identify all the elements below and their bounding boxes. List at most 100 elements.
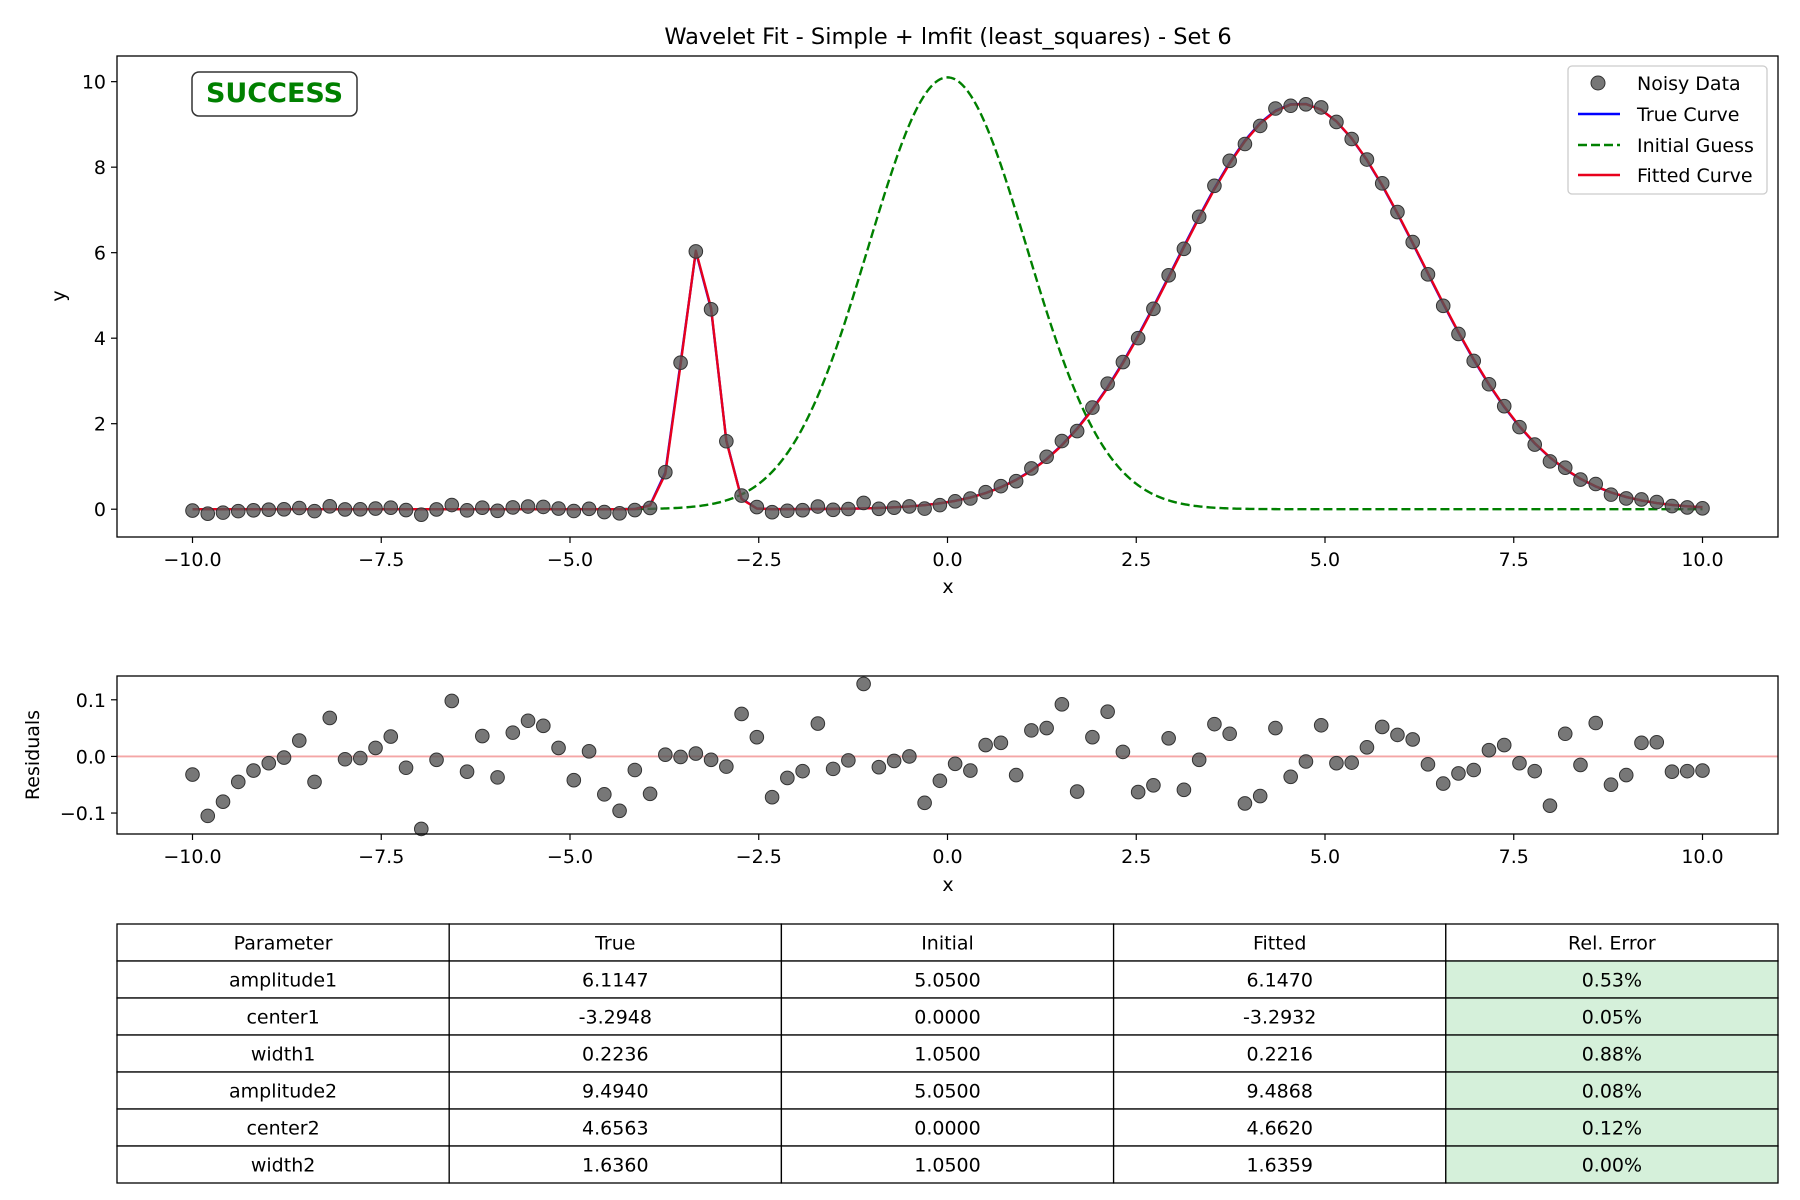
status-badge-text: SUCCESS [206,78,343,109]
table-cell [448,1034,783,1073]
table-cell-text: 0.53% [1582,970,1642,992]
residual-point [1115,744,1131,760]
residual-point [932,773,948,789]
data-point [1679,500,1695,515]
residual-point [398,760,414,776]
residual-point [1481,742,1497,758]
data-point [1573,472,1588,487]
legend-item-true-curve: True Curve [1578,104,1739,126]
table-cell-text: 4.6620 [1246,1118,1312,1140]
data-point [1024,461,1039,476]
data-point [307,503,322,519]
table-row: center2 4.6563 0.0000 4.6620 0.12% [116,1108,1779,1147]
table-cell-text: 0.08% [1582,1081,1642,1103]
data-point [1512,419,1527,435]
data-point [871,501,887,517]
data-point [352,502,368,517]
residual-point [1008,767,1024,783]
data-point [383,500,399,516]
data-point [612,506,627,521]
data-point [185,503,200,518]
residuals-plot: −10.0 −7.5 −5.0 −2.5 0.0 2.5 5.0 7.5 10.0 −0.1 0.… [22,675,1779,896]
residual-point [688,746,704,761]
table-cell-text: 0.88% [1582,1044,1642,1066]
table-cell-text: 1.6360 [582,1155,648,1177]
residual-point [673,749,688,765]
residual-point [566,772,582,788]
data-point [1100,376,1115,391]
residual-point [1618,767,1634,783]
residual-point [1374,719,1390,735]
residual-point [1451,766,1466,781]
data-point [1039,449,1054,465]
residual-point [337,751,353,767]
table-header-text: True [594,933,635,955]
residuals-x-ticks: −10.0 −7.5 −5.0 −2.5 0.0 2.5 5.0 7.5 10.0 [163,834,1724,868]
table-cell [780,997,1115,1036]
residual-point [1237,796,1253,811]
data-point [841,501,856,517]
residual-point [810,716,826,731]
data-point [1344,131,1359,147]
residual-point [658,747,673,763]
table-cell [448,1108,783,1147]
residual-point [551,740,566,756]
residual-point [261,755,277,771]
main-axes-frame [116,55,1779,538]
data-point [932,497,948,513]
y-tick-label: 0.0 [76,746,106,768]
residual-point [1146,778,1161,793]
residual-point [795,763,810,779]
x-tick-label: 2.5 [1121,549,1151,571]
main-points [185,97,1710,522]
residual-point [1496,737,1512,753]
legend-marker-noisy-data [1590,75,1606,91]
data-point [1130,330,1146,346]
x-tick-label: −5.0 [547,549,593,571]
residual-point [1405,732,1420,747]
residual-point [368,740,383,756]
residual-point [1298,754,1314,769]
table-cell-text: 0.0000 [914,1007,980,1029]
data-point [551,501,566,516]
data-point [749,499,765,515]
x-tick-label: −10.0 [163,846,221,868]
data-point [856,495,871,511]
residual-point [1649,734,1665,750]
table-cell [116,1145,450,1184]
residual-point [352,750,368,766]
table-cell [1112,1034,1447,1073]
data-point [566,503,582,519]
residual-point [978,737,993,753]
residual-point [581,744,597,759]
residual-point [429,752,444,768]
main-x-ticks: −10.0 −7.5 −5.0 −2.5 0.0 2.5 5.0 7.5 10.0 [163,537,1724,571]
table-cell-text: center2 [246,1118,319,1140]
data-point [1466,353,1482,369]
data-point [673,355,688,370]
table-cell-text: width2 [251,1155,315,1177]
y-tick-label: 10 [82,72,106,94]
table-cell-text: 0.0000 [914,1118,980,1140]
y-tick-label: 4 [94,328,106,350]
residual-point [764,789,780,805]
data-point [780,503,795,519]
main-plot: Wavelet Fit - Simple + lmfit (least_squa… [48,24,1779,598]
data-point [200,506,216,522]
residual-point [490,770,505,785]
chart-title: Wavelet Fit - Simple + lmfit (least_squa… [664,24,1231,50]
table-cell [448,960,783,999]
table-cell [1445,1108,1779,1147]
data-point [764,504,780,520]
y-tick-label: 8 [94,157,106,179]
data-point [734,488,749,503]
residual-point [1100,704,1115,719]
data-point [1146,301,1161,317]
table-row: width1 0.2236 1.0500 0.2216 0.88% [116,1034,1779,1073]
data-point [1618,491,1634,506]
table-cell-text: width1 [251,1044,315,1066]
residual-point [1344,755,1359,770]
data-point [902,499,917,514]
residual-point [825,761,841,777]
table-cell-text: 0.2216 [1246,1044,1312,1066]
